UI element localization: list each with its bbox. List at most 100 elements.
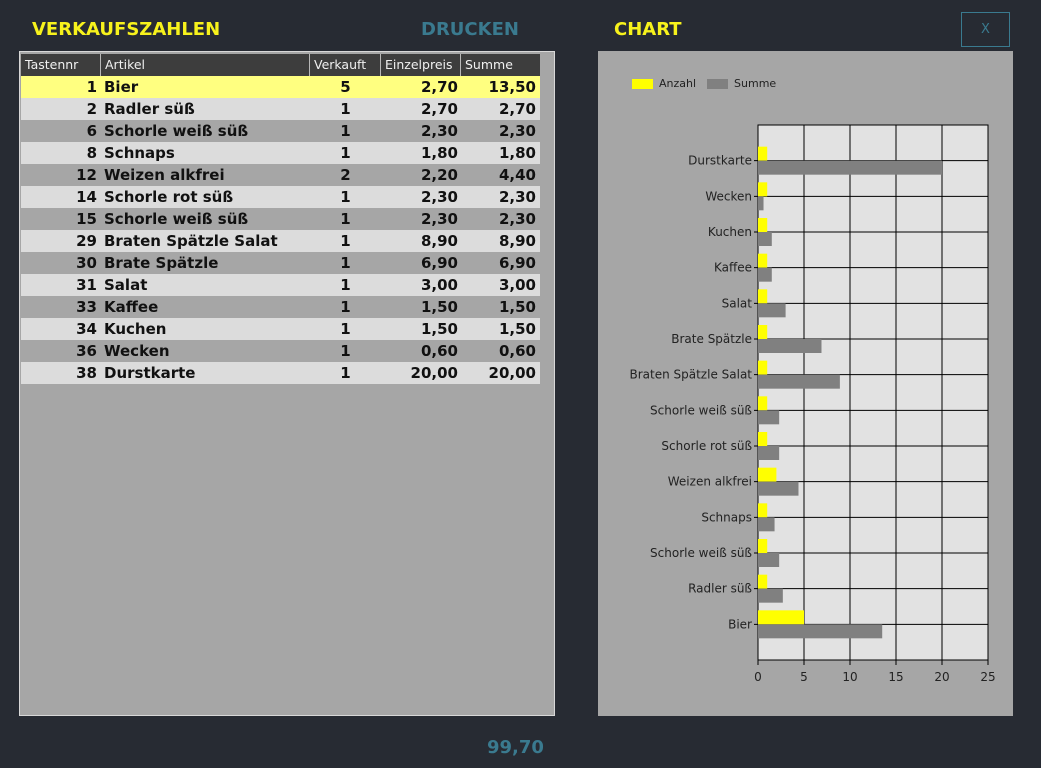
cell-tastennr: 2 [86, 100, 97, 118]
cell-verkauft: 1 [340, 342, 351, 360]
category-label: Durstkarte [688, 154, 752, 168]
bar-summe [758, 232, 772, 246]
cell-summe: 2,70 [498, 100, 536, 118]
cell-artikel: Bier [104, 78, 139, 96]
sales-table-panel: Tastennr Artikel Verkauft Einzelpreis Su… [19, 51, 555, 716]
legend-swatch-anzahl [632, 78, 653, 89]
column-header-artikel[interactable]: Artikel [101, 54, 310, 76]
table-row[interactable]: 36 Wecken 1 0,60 0,60 [21, 340, 540, 362]
cell-tastennr: 12 [76, 166, 97, 184]
cell-tastennr: 8 [86, 144, 97, 162]
category-label: Brate Spätzle [671, 332, 752, 346]
cell-tastennr: 36 [76, 342, 97, 360]
bar-summe [758, 160, 942, 175]
legend-label-anzahl: Anzahl [659, 77, 697, 90]
bar-anzahl [758, 253, 768, 268]
cell-einzelpreis: 2,70 [420, 100, 458, 118]
bar-anzahl [758, 146, 768, 161]
category-label: Kaffee [714, 261, 752, 275]
cell-einzelpreis: 3,00 [420, 276, 458, 294]
category-label: Radler süß [688, 582, 752, 596]
sales-table: Tastennr Artikel Verkauft Einzelpreis Su… [21, 54, 540, 384]
bar-anzahl [758, 289, 768, 304]
table-row[interactable]: 1 Bier 5 2,70 13,50 [21, 76, 540, 98]
table-row[interactable]: 6 Schorle weiß süß 1 2,30 2,30 [21, 120, 540, 142]
cell-verkauft: 1 [340, 232, 351, 250]
grand-total: 99,70 [487, 737, 544, 758]
cell-summe: 8,90 [498, 232, 536, 250]
cell-artikel: Salat [104, 276, 148, 294]
category-label: Schorle weiß süß [650, 546, 752, 560]
cell-einzelpreis: 1,50 [420, 320, 458, 338]
x-tick-label: 20 [934, 670, 949, 684]
cell-tastennr: 29 [76, 232, 97, 250]
chart-legend: Anzahl Summe [632, 77, 787, 90]
table-row[interactable]: 8 Schnaps 1 1,80 1,80 [21, 142, 540, 164]
category-label: Salat [722, 296, 753, 310]
bar-anzahl [758, 610, 804, 625]
x-tick-label: 5 [800, 670, 808, 684]
cell-tastennr: 31 [76, 276, 97, 294]
cell-tastennr: 34 [76, 320, 97, 338]
bar-summe [758, 410, 780, 425]
cell-summe: 13,50 [488, 78, 536, 96]
print-button[interactable]: DRUCKEN [421, 19, 519, 40]
table-row[interactable]: 2 Radler süß 1 2,70 2,70 [21, 98, 540, 120]
column-header-verkauft[interactable]: Verkauft [310, 54, 381, 76]
cell-einzelpreis: 2,30 [420, 188, 458, 206]
x-tick-label: 15 [888, 670, 903, 684]
table-row[interactable]: 29 Braten Spätzle Salat 1 8,90 8,90 [21, 230, 540, 252]
table-row[interactable]: 38 Durstkarte 1 20,00 20,00 [21, 362, 540, 384]
cell-einzelpreis: 1,80 [420, 144, 458, 162]
table-row[interactable]: 15 Schorle weiß süß 1 2,30 2,30 [21, 208, 540, 230]
bar-anzahl [758, 360, 768, 375]
cell-verkauft: 2 [340, 166, 351, 184]
table-row[interactable]: 14 Schorle rot süß 1 2,30 2,30 [21, 186, 540, 208]
table-row[interactable]: 12 Weizen alkfrei 2 2,20 4,40 [21, 164, 540, 186]
bar-anzahl [758, 574, 768, 589]
cell-einzelpreis: 1,50 [420, 298, 458, 316]
table-row[interactable]: 33 Kaffee 1 1,50 1,50 [21, 296, 540, 318]
cell-verkauft: 1 [340, 210, 351, 228]
bar-summe [758, 374, 840, 389]
column-header-tastennr[interactable]: Tastennr [21, 54, 101, 76]
plot-area [757, 124, 989, 661]
category-label: Schorle weiß süß [650, 403, 752, 417]
bar-summe [758, 517, 775, 532]
table-row[interactable]: 30 Brate Spätzle 1 6,90 6,90 [21, 252, 540, 274]
cell-artikel: Radler süß [104, 100, 195, 118]
x-tick-label: 10 [842, 670, 857, 684]
cell-summe: 1,50 [498, 298, 536, 316]
cell-summe: 1,80 [498, 144, 536, 162]
page-title: VERKAUFSZAHLEN [32, 19, 221, 40]
cell-verkauft: 1 [340, 188, 351, 206]
table-row[interactable]: 34 Kuchen 1 1,50 1,50 [21, 318, 540, 340]
cell-summe: 3,00 [498, 276, 536, 294]
cell-tastennr: 30 [76, 254, 97, 272]
table-body: 1 Bier 5 2,70 13,50 2 Radler süß 1 2,70 2,70 6 Scho… [21, 76, 540, 384]
bar-anzahl [758, 218, 768, 232]
cell-artikel: Brate Spätzle [104, 254, 219, 272]
legend-item-summe: Summe [707, 77, 776, 90]
chart-panel: Durstkarte Wecken Kuchen Kaffee Salat Brate S… [598, 51, 1013, 716]
cell-artikel: Schorle weiß süß [104, 210, 249, 228]
cell-verkauft: 1 [340, 320, 351, 338]
cell-einzelpreis: 2,70 [420, 78, 458, 96]
cell-verkauft: 1 [340, 298, 351, 316]
x-tick-label: 0 [754, 670, 762, 684]
bar-anzahl [758, 503, 768, 518]
table-row[interactable]: 31 Salat 1 3,00 3,00 [21, 274, 540, 296]
column-header-summe[interactable]: Summe [465, 57, 513, 72]
bar-anzahl [758, 467, 777, 482]
bar-anzahl [758, 432, 768, 446]
bar-anzahl [758, 539, 768, 553]
cell-tastennr: 33 [76, 298, 97, 316]
chart-button[interactable]: CHART [614, 19, 682, 40]
category-label: Wecken [705, 189, 752, 203]
cell-summe: 1,50 [498, 320, 536, 338]
cell-artikel: Schorle weiß süß [104, 122, 249, 140]
cell-summe: 2,30 [498, 188, 536, 206]
column-header-einzelpreis[interactable]: Einzelpreis [381, 54, 461, 76]
close-button[interactable]: X [961, 12, 1010, 47]
cell-tastennr: 1 [86, 78, 97, 96]
